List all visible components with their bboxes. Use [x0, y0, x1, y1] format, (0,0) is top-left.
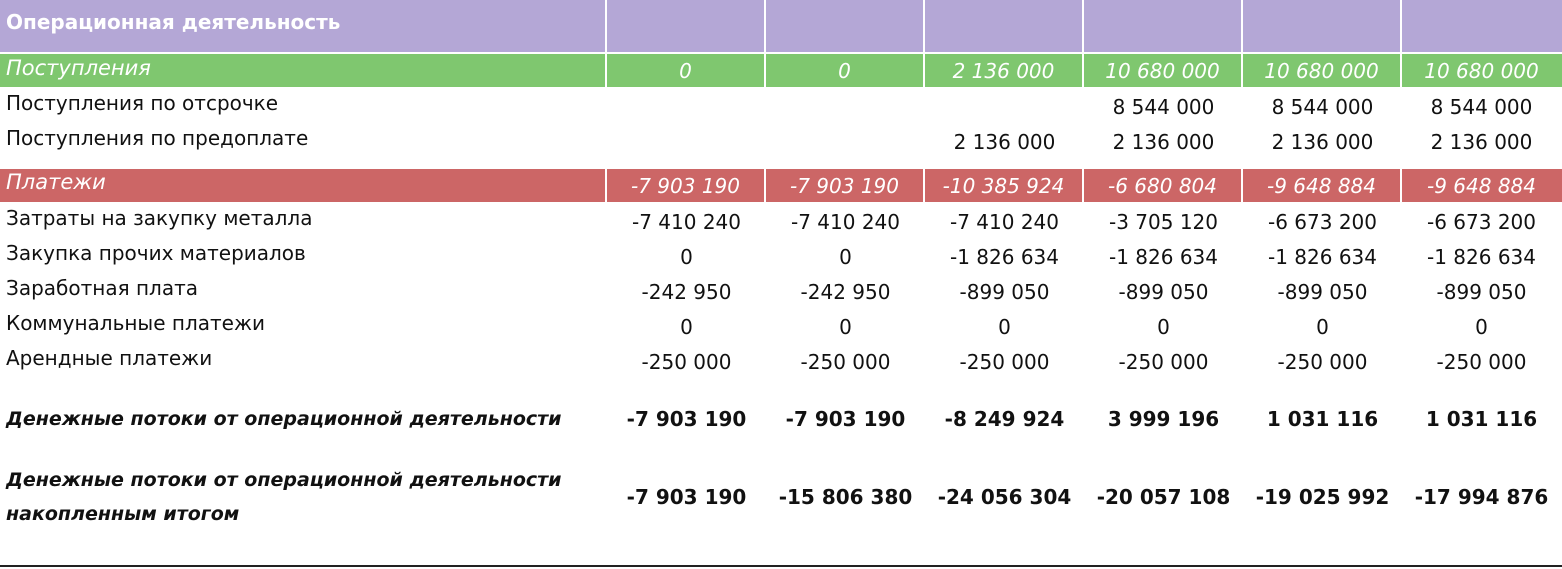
value-cell: -1 826 634: [1108, 244, 1218, 269]
value-cell: 0: [1157, 314, 1170, 339]
row-label: Платежи: [0, 169, 607, 202]
value-cell: -250 000: [1277, 349, 1368, 374]
header-col-5: [1243, 0, 1402, 52]
table-row: Арендные платежи -250 000 -250 000 -250 …: [0, 342, 1562, 377]
value-cell: -250 000: [1436, 349, 1527, 374]
header-col-1: [607, 0, 766, 52]
value-cell: -7 410 240: [949, 209, 1059, 234]
value-cell: 0: [766, 54, 925, 87]
value-cell: -6 680 804: [1084, 169, 1243, 202]
row-label: Арендные платежи: [6, 346, 213, 370]
value-cell: 2 136 000: [953, 129, 1056, 154]
value-cell: -6 673 200: [1426, 209, 1536, 234]
value-cell: -19 025 992: [1255, 484, 1390, 509]
payments-subtotal-row: Платежи -7 903 190 -7 903 190 -10 385 92…: [0, 169, 1562, 202]
cumulative-cashflow-total-row: Денежные потоки от операционной деятельн…: [0, 458, 1562, 535]
table-row: Заработная плата -242 950 -242 950 -899 …: [0, 272, 1562, 307]
value-cell: -250 000: [959, 349, 1050, 374]
value-cell: -242 950: [800, 279, 891, 304]
value-cell: -15 806 380: [778, 484, 913, 509]
value-cell: 2 136 000: [1112, 129, 1215, 154]
value-cell: -7 903 190: [607, 169, 766, 202]
value-cell: 2 136 000: [1430, 129, 1533, 154]
table-row: Поступления по предоплате 2 136 000 2 13…: [0, 122, 1562, 157]
income-subtotal-row: Поступления 0 0 2 136 000 10 680 000 10 …: [0, 54, 1562, 87]
section-header-operating: Операционная деятельность: [0, 0, 1562, 52]
value-cell: -250 000: [641, 349, 732, 374]
value-cell: 0: [680, 244, 693, 269]
header-col-3: [925, 0, 1084, 52]
value-cell: -250 000: [800, 349, 891, 374]
table-row: Закупка прочих материалов 0 0 -1 826 634…: [0, 237, 1562, 272]
value-cell: [607, 87, 766, 122]
value-cell: 1 031 116: [1425, 406, 1538, 431]
row-label: Денежные потоки от операционной деятельн…: [6, 468, 562, 525]
value-cell: -1 826 634: [1426, 244, 1536, 269]
value-cell: -242 950: [641, 279, 732, 304]
value-cell: 0: [839, 314, 852, 339]
header-col-4: [1084, 0, 1243, 52]
value-cell: -7 903 190: [626, 484, 747, 509]
value-cell: 0: [607, 54, 766, 87]
row-label: Поступления: [0, 54, 607, 87]
value-cell: -9 648 884: [1426, 173, 1536, 198]
value-cell: -20 057 108: [1096, 484, 1231, 509]
table-row: Затраты на закупку металла -7 410 240 -7…: [0, 202, 1562, 237]
section-title: Операционная деятельность: [0, 0, 607, 52]
bottom-border-line: [0, 565, 1562, 567]
value-cell: 0: [680, 314, 693, 339]
value-cell: [766, 122, 925, 157]
value-cell: -7 903 190: [626, 406, 747, 431]
value-cell: -8 249 924: [944, 406, 1065, 431]
value-cell: 2 136 000: [925, 54, 1084, 87]
value-cell: 1 031 116: [1266, 406, 1379, 431]
value-cell: 8 544 000: [1430, 94, 1533, 119]
value-cell: 2 136 000: [1271, 129, 1374, 154]
value-cell: -24 056 304: [937, 484, 1072, 509]
value-cell: 3 999 196: [1107, 406, 1220, 431]
value-cell: -1 826 634: [949, 244, 1059, 269]
row-label: Поступления по отсрочке: [6, 91, 279, 115]
row-label: Денежные потоки от операционной деятельн…: [6, 407, 562, 430]
value-cell: -899 050: [1118, 279, 1209, 304]
value-cell: -9 648 884: [1243, 169, 1402, 202]
value-cell: 10 680 000: [1243, 54, 1402, 87]
value-cell: -250 000: [1118, 349, 1209, 374]
table-row: Коммунальные платежи 0 0 0 0 0 0: [0, 307, 1562, 342]
value-cell: [925, 87, 1084, 122]
value-cell: -1 826 634: [1267, 244, 1377, 269]
value-cell: -3 705 120: [1108, 209, 1218, 234]
value-cell: -7 903 190: [785, 406, 906, 431]
value-cell: -10 385 924: [925, 169, 1084, 202]
row-label: Заработная плата: [6, 276, 198, 300]
value-cell: -899 050: [1436, 279, 1527, 304]
value-cell: 0: [1475, 314, 1488, 339]
value-cell: -899 050: [1277, 279, 1368, 304]
value-cell: [607, 122, 766, 157]
value-cell: -7 903 190: [766, 169, 925, 202]
value-cell: 0: [1316, 314, 1329, 339]
header-col-2: [766, 0, 925, 52]
operating-cashflow-total-row: Денежные потоки от операционной деятельн…: [0, 401, 1562, 436]
value-cell: -17 994 876: [1414, 484, 1549, 509]
row-label: Затраты на закупку металла: [6, 206, 313, 230]
value-cell: 8 544 000: [1112, 94, 1215, 119]
value-cell: -7 410 240: [790, 209, 900, 234]
value-cell: 10 680 000: [1084, 54, 1243, 87]
value-cell: [766, 87, 925, 122]
value-cell: -7 410 240: [631, 209, 741, 234]
cashflow-table: Операционная деятельность Поступления 0 …: [0, 0, 1562, 535]
value-cell: 0: [998, 314, 1011, 339]
row-label: Поступления по предоплате: [6, 126, 309, 150]
value-cell: 8 544 000: [1271, 94, 1374, 119]
value-cell: -899 050: [959, 279, 1050, 304]
value-cell: 10 680 000: [1424, 58, 1539, 83]
table-row: Поступления по отсрочке 8 544 000 8 544 …: [0, 87, 1562, 122]
row-label: Коммунальные платежи: [6, 311, 265, 335]
value-cell: -6 673 200: [1267, 209, 1377, 234]
header-col-6: [1402, 0, 1561, 52]
value-cell: 0: [839, 244, 852, 269]
row-label: Закупка прочих материалов: [6, 241, 306, 265]
